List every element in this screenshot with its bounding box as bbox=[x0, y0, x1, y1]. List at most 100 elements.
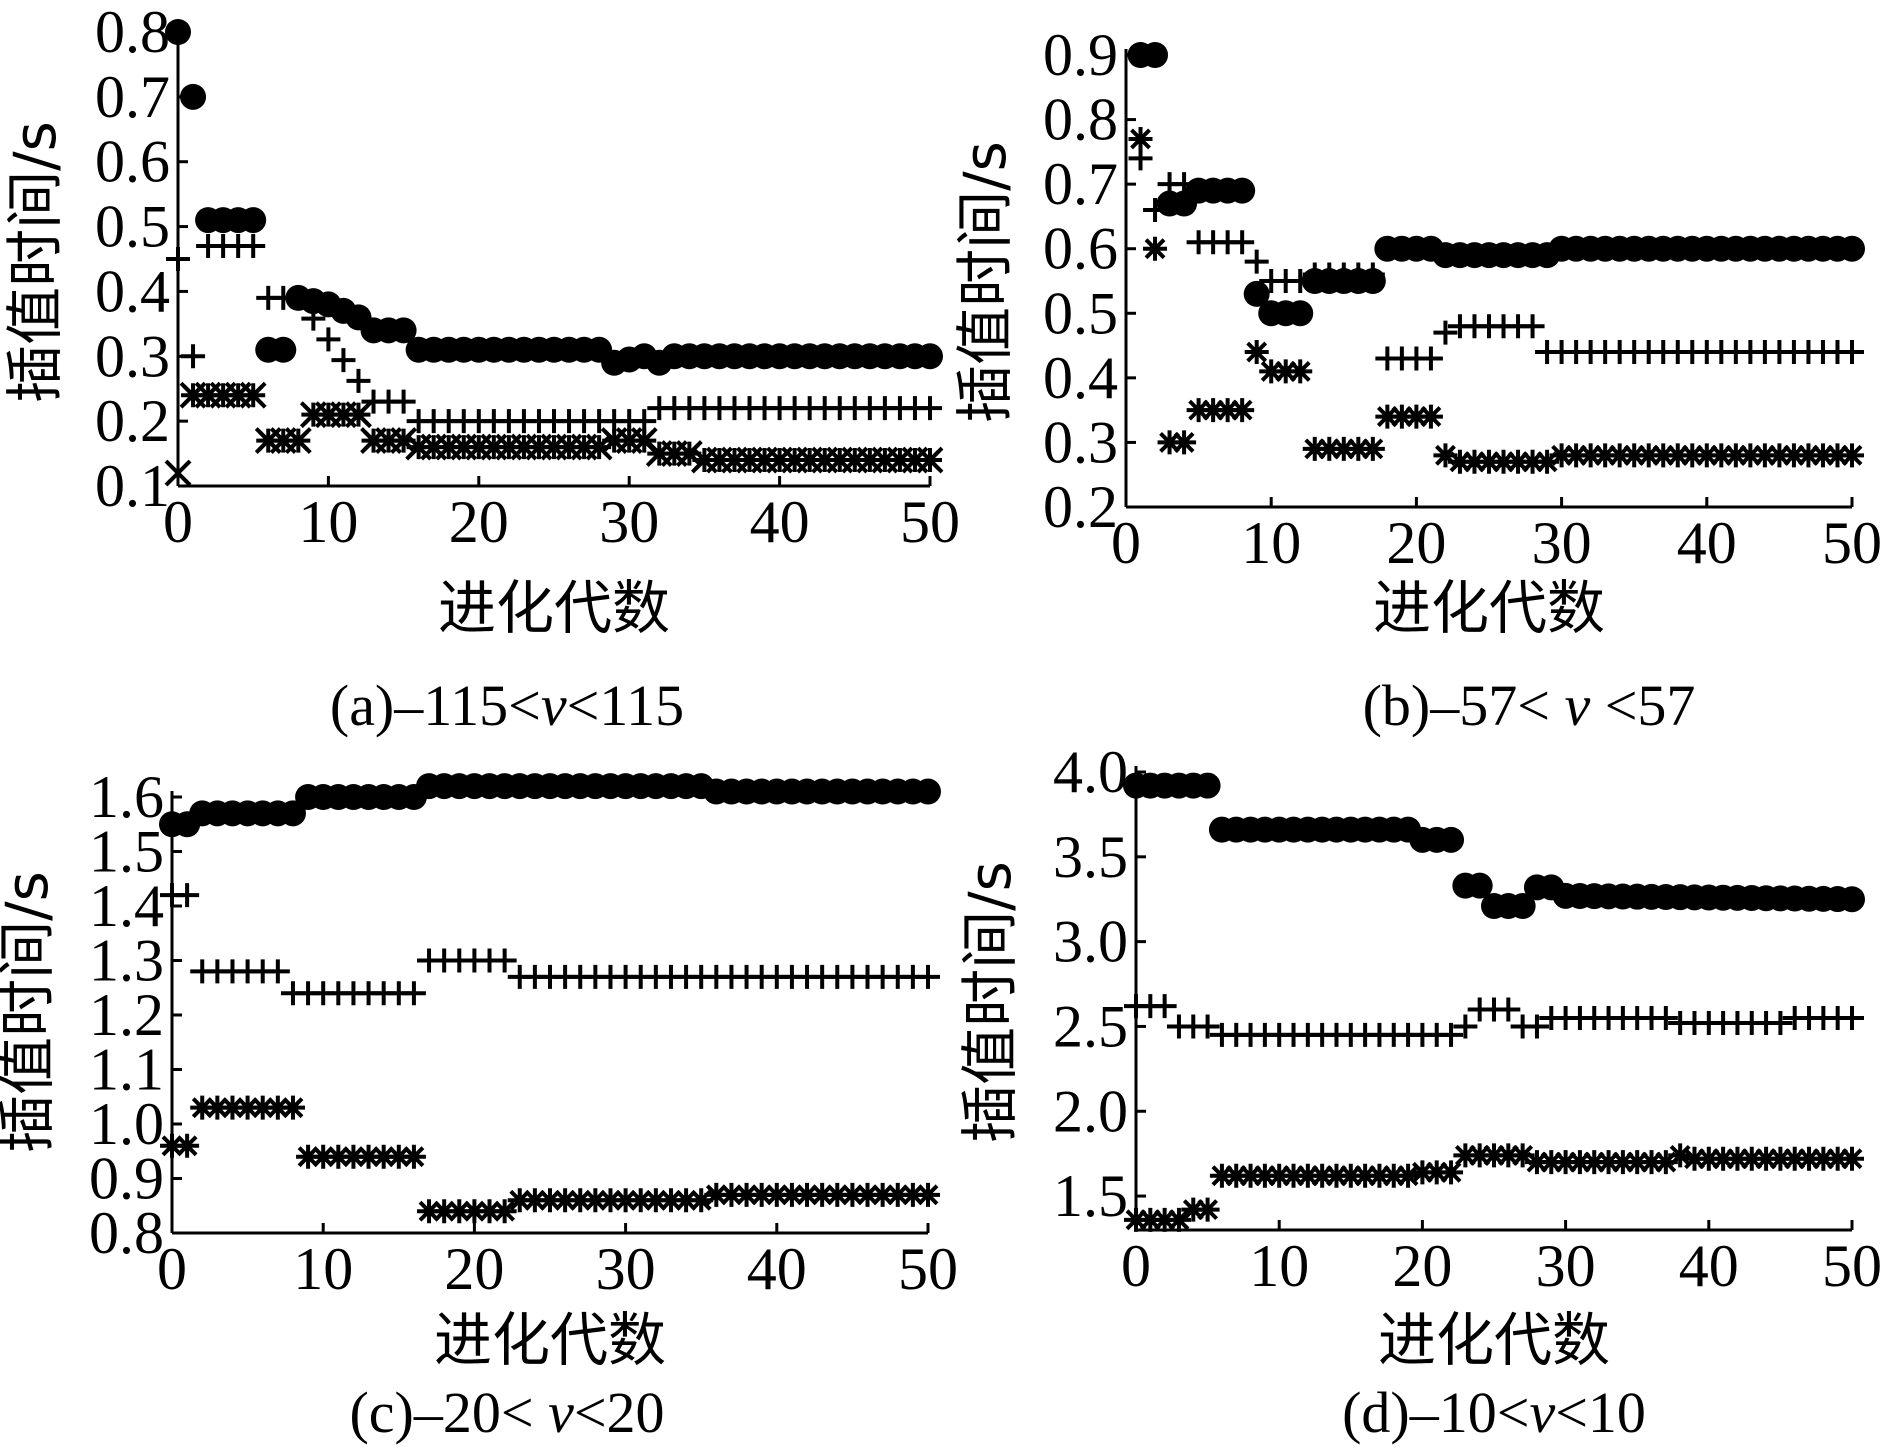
data-point-star bbox=[311, 1144, 336, 1169]
data-point-x bbox=[164, 459, 192, 487]
data-point-star bbox=[1418, 404, 1443, 429]
data-point-plus bbox=[1768, 1011, 1793, 1036]
data-point-star bbox=[436, 435, 461, 460]
data-point-star bbox=[1215, 398, 1240, 423]
data-point-star bbox=[1295, 1163, 1320, 1188]
data-point-star bbox=[1375, 404, 1400, 429]
y-tick-label: 4.0 bbox=[1053, 739, 1128, 805]
x-tick-label: 10 bbox=[298, 489, 358, 555]
data-point-star bbox=[1567, 1150, 1592, 1175]
data-point-plus bbox=[1496, 997, 1521, 1022]
x-tick-label: 30 bbox=[596, 1236, 656, 1302]
data-point-star bbox=[1682, 1146, 1707, 1171]
data-point-star bbox=[511, 435, 536, 460]
data-point-star bbox=[782, 448, 807, 473]
y-axis-title: 插值时间/s bbox=[0, 871, 61, 1153]
data-point-star bbox=[767, 448, 792, 473]
data-point-star bbox=[587, 435, 612, 460]
data-point-star bbox=[386, 1144, 411, 1169]
y-tick-label: 0.9 bbox=[89, 1146, 164, 1212]
data-point-star bbox=[1582, 1150, 1607, 1175]
data-point-star bbox=[1157, 430, 1182, 455]
panel-c: 0 10 20 30 40 50 0.80.91.01.11.21.31.41.51.6 进化… bbox=[0, 764, 958, 1445]
y-tick-label: 0.8 bbox=[1043, 87, 1118, 153]
data-point-star bbox=[496, 435, 521, 460]
panel-d: 0 10 20 30 40 50 1.5 2.0 2.5 3.0 3.5 4.0 进化代数 插值时间/s (… bbox=[956, 739, 1882, 1445]
data-point-star bbox=[1477, 449, 1501, 474]
data-point-star bbox=[1564, 443, 1589, 468]
data-point-plus bbox=[241, 234, 266, 259]
data-point-star bbox=[1782, 1146, 1807, 1171]
data-point-star bbox=[466, 435, 491, 460]
data-point-star bbox=[280, 1095, 305, 1120]
data-point-plus bbox=[918, 396, 942, 421]
data-point-star bbox=[572, 435, 597, 460]
data-point-plus bbox=[1360, 262, 1385, 287]
data-point-plus bbox=[286, 285, 311, 310]
data-point-star bbox=[583, 1188, 608, 1213]
data-point-star bbox=[341, 1144, 366, 1169]
data-point-star bbox=[241, 383, 266, 408]
data-point-star bbox=[361, 428, 386, 453]
data-point-star bbox=[1404, 404, 1429, 429]
data-point-star bbox=[1462, 449, 1487, 474]
x-tick-label: 50 bbox=[898, 1236, 958, 1302]
data-point-plus bbox=[1143, 197, 1168, 222]
data-point-plus bbox=[331, 348, 356, 373]
data-point-star bbox=[1668, 1143, 1693, 1168]
data-point-star bbox=[870, 1182, 895, 1207]
data-point-star bbox=[628, 1188, 653, 1213]
data-point-star bbox=[1410, 1160, 1435, 1185]
data-point-plus bbox=[1230, 230, 1255, 255]
data-point-circle bbox=[1839, 235, 1865, 262]
series-circle bbox=[159, 773, 941, 838]
data-point-star bbox=[692, 448, 717, 473]
data-point-star bbox=[391, 428, 416, 453]
data-point-star bbox=[1535, 449, 1560, 474]
data-point-star bbox=[1680, 443, 1705, 468]
data-point-star bbox=[1840, 1146, 1864, 1171]
x-tick-label: 20 bbox=[1392, 1233, 1452, 1299]
data-point-star bbox=[1288, 359, 1313, 384]
data-point-star bbox=[507, 1188, 532, 1213]
data-point-star bbox=[887, 448, 912, 473]
data-point-star bbox=[779, 1182, 804, 1207]
caption-prefix: (b)–57< bbox=[1363, 673, 1565, 738]
x-tick-label: 50 bbox=[1822, 510, 1882, 576]
data-point-circle bbox=[1194, 772, 1221, 799]
data-point-star bbox=[1840, 443, 1864, 468]
data-point-star bbox=[1491, 449, 1516, 474]
data-point-plus bbox=[1172, 172, 1197, 197]
data-point-star bbox=[900, 1182, 925, 1207]
y-tick-label: 0.3 bbox=[1043, 409, 1118, 475]
data-point-star bbox=[271, 428, 296, 453]
y-tick-label: 1.0 bbox=[89, 1091, 164, 1157]
data-point-star bbox=[1539, 1150, 1564, 1175]
data-point-star bbox=[1768, 1146, 1793, 1171]
data-point-star bbox=[1610, 1150, 1635, 1175]
data-point-plus bbox=[1418, 346, 1443, 371]
data-point-star bbox=[810, 1182, 835, 1207]
data-point-star bbox=[613, 1188, 638, 1213]
data-point-star bbox=[1665, 443, 1690, 468]
series-circle bbox=[1127, 42, 1865, 327]
caption-variable: v bbox=[1529, 1380, 1555, 1445]
data-point-circle bbox=[240, 207, 267, 234]
data-point-star bbox=[1324, 1163, 1349, 1188]
data-point-star bbox=[1172, 430, 1197, 455]
data-point-plus bbox=[1840, 340, 1864, 365]
series-star bbox=[160, 1095, 940, 1224]
data-point-star bbox=[857, 448, 882, 473]
data-point-star bbox=[1389, 404, 1414, 429]
y-tick-label: 0.8 bbox=[89, 1200, 164, 1266]
data-point-plus bbox=[916, 964, 940, 989]
data-point-circle bbox=[1438, 826, 1465, 853]
data-point-star bbox=[376, 428, 401, 453]
data-point-star bbox=[1281, 1163, 1306, 1188]
x-tick-label: 50 bbox=[900, 489, 960, 555]
y-tick-label: 0.2 bbox=[95, 388, 170, 454]
data-point-circle bbox=[1509, 893, 1536, 920]
y-tick-label: 0.6 bbox=[1043, 216, 1118, 282]
data-point-star bbox=[1331, 436, 1356, 461]
